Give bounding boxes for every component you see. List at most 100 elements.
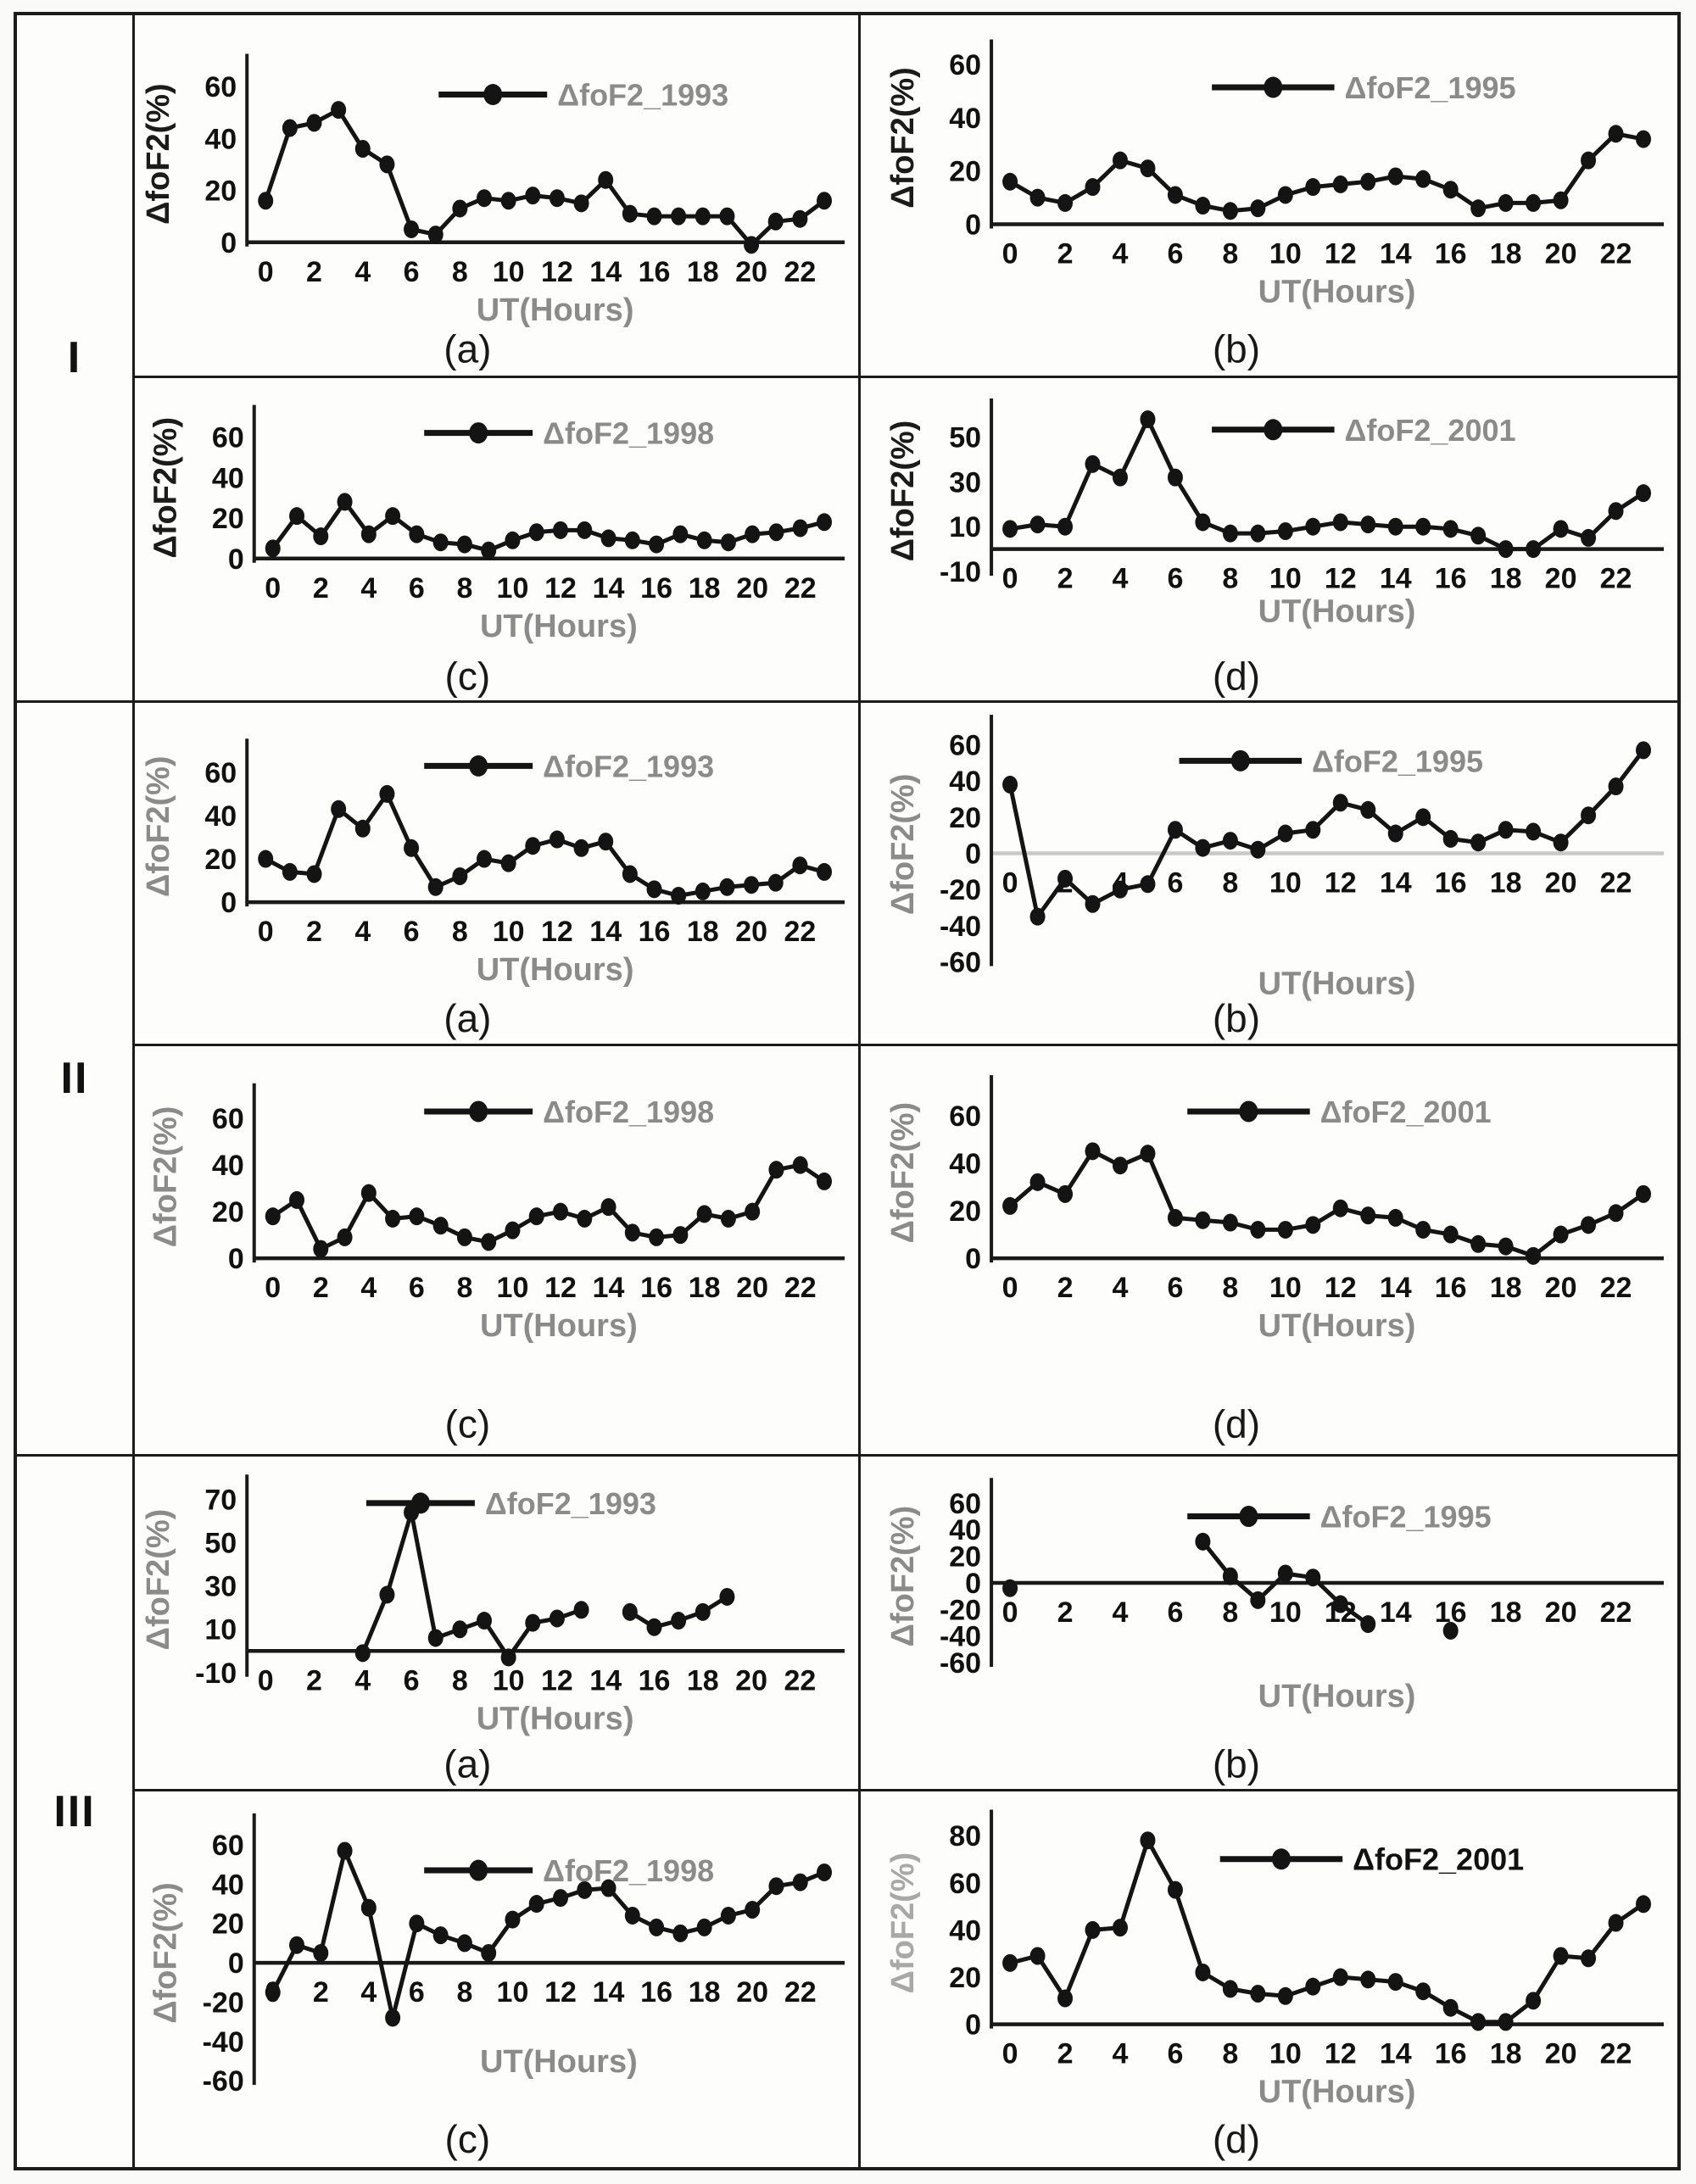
data-point (525, 1613, 541, 1632)
x-tick-label: 0 (1002, 1596, 1018, 1629)
legend-label: ΔfoF2_2001 (1353, 1842, 1524, 1877)
x-tick-label: 14 (1380, 1272, 1412, 1304)
data-point (624, 1223, 640, 1242)
panel-caption: (d) (1213, 654, 1260, 698)
data-point (573, 194, 589, 213)
x-tick-label: 18 (687, 916, 719, 948)
legend: ΔfoF2_2001 (1212, 413, 1516, 448)
chart-cell-II-a: 0 20 40 60 0 2 4 6 8 10 12 14 16 18 20 22 UT(Hours) ΔfoF2… (135, 703, 858, 1044)
data-point (1057, 1184, 1074, 1203)
data-point (792, 856, 808, 875)
row-label-I: I (17, 15, 135, 700)
series-ΔfoF2_1993 (354, 1503, 735, 1667)
data-point (1387, 1208, 1403, 1227)
data-point (1526, 1992, 1542, 2010)
data-point (1195, 1532, 1211, 1551)
data-point (1057, 193, 1074, 212)
x-axis-title: UT(Hours) (1258, 594, 1416, 630)
data-point (577, 1209, 593, 1228)
x-tick-label: 2 (1057, 2038, 1074, 2070)
axes (245, 1474, 845, 1677)
data-point (1222, 832, 1238, 850)
data-point (745, 1202, 761, 1221)
data-point (1636, 484, 1651, 503)
x-tick-label: 14 (589, 256, 622, 288)
y-tick-label: 40 (949, 1514, 981, 1546)
y-tick-label: -10 (940, 556, 981, 588)
y-tick-label: 40 (949, 1148, 981, 1180)
x-tick-label: 0 (258, 916, 274, 948)
panel-caption: (d) (1213, 2117, 1260, 2161)
x-tick-label: 18 (1490, 1272, 1522, 1304)
x-tick-label: 0 (1002, 238, 1018, 270)
y-tick-label: 20 (204, 844, 237, 876)
data-point (1057, 869, 1074, 888)
y-tick-label: 70 (204, 1485, 237, 1517)
x-tick-label: 14 (1380, 563, 1412, 595)
legend-marker (469, 755, 488, 777)
data-point (792, 1873, 808, 1892)
y-tick-label: 40 (204, 123, 237, 155)
x-tick-label: 10 (1269, 866, 1302, 899)
x-tick-label: 8 (1222, 2038, 1238, 2070)
axes (990, 1809, 1664, 2029)
legend: ΔfoF2_1993 (424, 749, 714, 783)
y-axis-title: ΔfoF2(%) (148, 1882, 184, 2024)
x-tick-label: 16 (639, 256, 671, 288)
data-point (1442, 829, 1459, 848)
x-tick-label: 0 (265, 572, 281, 604)
data-point (331, 101, 347, 120)
legend-label: ΔfoF2_1993 (557, 78, 728, 113)
data-point (624, 531, 640, 549)
x-tick-label: 22 (1600, 563, 1632, 595)
x-tick-label: 6 (409, 572, 425, 604)
data-point (1608, 502, 1624, 521)
x-tick-label: 2 (313, 1976, 329, 2008)
axes (245, 53, 845, 247)
y-tick-labels: -60 -40 -20 0 20 40 60 (203, 1830, 244, 2098)
data-point (1498, 540, 1514, 559)
y-tick-label: 50 (949, 422, 981, 454)
figure-row-III: III -10 10 30 50 70 0 2 4 6 8 10 12 14 16 18 20 22 UT(Hou… (17, 1454, 1677, 2167)
data-point (1387, 167, 1403, 186)
data-point (354, 1644, 371, 1663)
series-ΔfoF2_1995 (1002, 125, 1651, 220)
x-tick-label: 14 (593, 1976, 625, 2008)
data-point (553, 1889, 569, 1908)
data-point (1305, 821, 1321, 839)
x-tick-label: 12 (544, 1272, 577, 1304)
x-tick-label: 8 (1222, 1272, 1238, 1304)
data-point (313, 1240, 329, 1258)
data-point (1222, 524, 1238, 543)
data-point (500, 1648, 516, 1667)
x-tick-label: 12 (544, 1976, 577, 2008)
x-tick-label: 20 (1545, 1596, 1577, 1629)
data-point (1360, 172, 1376, 191)
data-point (1415, 808, 1431, 827)
panel-caption: (b) (1213, 326, 1260, 370)
data-point (577, 1880, 593, 1899)
data-point (1553, 520, 1569, 538)
x-tick-label: 0 (1002, 563, 1018, 595)
data-point (1250, 1220, 1266, 1239)
data-point (385, 507, 401, 526)
data-point (1167, 821, 1183, 839)
data-point (549, 189, 565, 208)
axes (990, 1075, 1664, 1263)
x-tick-label: 22 (1600, 1596, 1632, 1629)
x-tick-label: 2 (1057, 1272, 1074, 1304)
y-tick-labels: -60 -40 -20 0 20 40 60 (940, 729, 981, 978)
y-axis-title: ΔfoF2(%) (148, 417, 184, 559)
y-tick-label: 20 (949, 1541, 981, 1574)
x-tick-label: 8 (452, 916, 468, 948)
data-point (695, 882, 711, 900)
data-point (360, 525, 377, 543)
data-point (1608, 125, 1624, 143)
data-point (671, 1612, 687, 1630)
x-tick-label: 16 (639, 1664, 671, 1696)
chart-cell-I-c: 0 20 40 60 0 2 4 6 8 10 12 14 16 18 20 22 UT(Hours) ΔfoF2… (135, 378, 858, 700)
data-point (1332, 1199, 1348, 1217)
